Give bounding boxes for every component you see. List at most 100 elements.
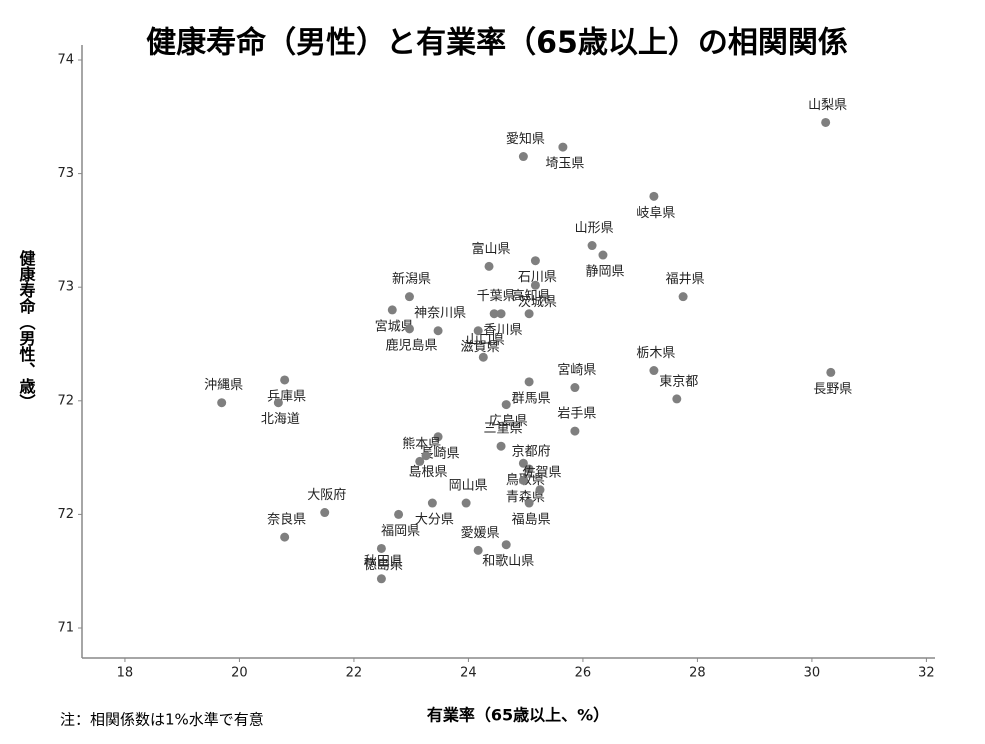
point bbox=[461, 498, 471, 508]
point-label: 京都府 bbox=[512, 444, 551, 459]
point bbox=[484, 261, 494, 271]
point bbox=[478, 352, 488, 362]
point-label: 富山県 bbox=[472, 241, 511, 257]
point bbox=[524, 464, 534, 474]
point-label: 山形県 bbox=[575, 221, 614, 236]
y-tick-label: 72 bbox=[57, 507, 74, 522]
point-label: 愛知県 bbox=[506, 131, 545, 147]
point bbox=[421, 451, 431, 461]
x-tick-label: 26 bbox=[575, 666, 592, 681]
point bbox=[496, 441, 506, 451]
point-label: 長崎県 bbox=[421, 446, 460, 461]
point bbox=[530, 256, 540, 266]
point-label: 宮城県 bbox=[375, 318, 414, 334]
point bbox=[427, 498, 437, 508]
y-tick-label: 73 bbox=[57, 280, 74, 295]
point bbox=[376, 543, 386, 553]
point bbox=[496, 309, 506, 319]
y-tick-label: 72 bbox=[57, 393, 74, 408]
point-label: 青森県 bbox=[506, 490, 545, 505]
point-label: 島根県 bbox=[409, 465, 448, 480]
point-label: 埼玉県 bbox=[545, 157, 584, 172]
point-label: 千葉県 bbox=[477, 289, 516, 304]
point-label: 三重県 bbox=[484, 421, 523, 437]
point bbox=[404, 292, 414, 302]
point bbox=[501, 400, 511, 410]
point bbox=[535, 485, 545, 495]
x-tick-label: 22 bbox=[346, 666, 363, 681]
x-tick-label: 18 bbox=[117, 666, 134, 681]
point-label: 福島県 bbox=[512, 513, 551, 528]
point-label: 和歌山県 bbox=[482, 554, 534, 569]
point-label: 広島県 bbox=[489, 414, 528, 429]
point-label: 福岡県 bbox=[381, 524, 420, 539]
point bbox=[217, 398, 227, 408]
point-label: 滋賀県 bbox=[461, 340, 500, 355]
point bbox=[649, 366, 659, 376]
point-label: 新潟県 bbox=[392, 271, 431, 287]
point-label: 福井県 bbox=[666, 272, 705, 287]
point bbox=[598, 250, 608, 260]
point-label: 沖縄県 bbox=[204, 378, 243, 393]
x-tick-label: 24 bbox=[460, 666, 477, 681]
point bbox=[433, 432, 443, 442]
point-label: 静岡県 bbox=[585, 265, 624, 280]
point bbox=[473, 326, 483, 336]
point bbox=[273, 398, 283, 408]
point-label: 大阪府 bbox=[307, 488, 346, 503]
point bbox=[387, 305, 397, 315]
point bbox=[433, 326, 443, 336]
point bbox=[518, 152, 528, 162]
point-label: 石川県 bbox=[518, 270, 557, 285]
point bbox=[280, 532, 290, 542]
point-label: 北海道 bbox=[261, 412, 300, 427]
point bbox=[376, 574, 386, 584]
point-label: 岩手県 bbox=[557, 407, 596, 422]
point-label: 熊本県 bbox=[402, 436, 441, 452]
point bbox=[501, 540, 511, 550]
x-axis-label: 有業率（65歳以上、%） bbox=[427, 706, 609, 725]
point-label: 長野県 bbox=[813, 382, 852, 397]
point-label: 宮崎県 bbox=[557, 362, 596, 378]
point-label: 愛媛県 bbox=[461, 526, 500, 541]
point bbox=[518, 458, 528, 468]
point bbox=[678, 292, 688, 302]
x-tick-label: 30 bbox=[804, 666, 821, 681]
point-label: 岡山県 bbox=[449, 479, 488, 494]
point bbox=[524, 309, 534, 319]
x-tick-label: 32 bbox=[918, 666, 935, 681]
point bbox=[672, 394, 682, 404]
point-label: 山口県 bbox=[466, 333, 505, 348]
point-label: 兵庫県 bbox=[267, 389, 306, 404]
point bbox=[558, 142, 568, 152]
y-tick-label: 73 bbox=[57, 166, 74, 181]
point bbox=[530, 280, 540, 290]
point bbox=[826, 367, 836, 377]
point-label: 大分県 bbox=[415, 513, 454, 528]
point bbox=[821, 117, 831, 127]
point bbox=[518, 475, 528, 485]
point-label: 徳島県 bbox=[364, 558, 403, 573]
point bbox=[320, 508, 330, 518]
x-tick-label: 20 bbox=[231, 666, 248, 681]
point bbox=[524, 377, 534, 387]
point bbox=[570, 383, 580, 393]
point bbox=[394, 509, 404, 519]
y-axis-label: 健康寿命（男性、歳） bbox=[17, 249, 37, 410]
point-label: 神奈川県 bbox=[414, 306, 466, 321]
point-label: 鹿児島県 bbox=[385, 337, 437, 353]
y-tick-label: 71 bbox=[57, 621, 74, 636]
point-label: 山梨県 bbox=[808, 98, 847, 113]
chart-title: 健康寿命（男性）と有業率（65歳以上）の相関関係 bbox=[146, 26, 848, 61]
point bbox=[473, 545, 483, 555]
point-label: 岐阜県 bbox=[636, 205, 675, 221]
x-tick-label: 28 bbox=[689, 666, 706, 681]
note: 注：相関係数は1%水準で有意 bbox=[60, 711, 264, 729]
point bbox=[524, 498, 534, 508]
point bbox=[404, 324, 414, 334]
point-label: 高知県 bbox=[512, 288, 551, 304]
point bbox=[489, 309, 499, 319]
point-label: 茨城県 bbox=[518, 295, 557, 310]
point bbox=[280, 375, 290, 385]
